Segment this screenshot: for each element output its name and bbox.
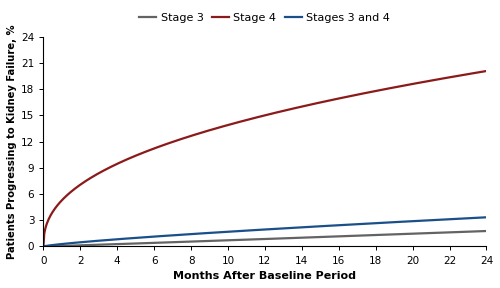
Stage 4: [251, 116, 257, 120]
Stage 3: [254, 238, 260, 241]
Line: Stage 3: Stage 3: [44, 231, 486, 247]
Y-axis label: Patients Progressing to Kidney Failure, %: Patients Progressing to Kidney Failure, …: [7, 24, 17, 259]
Stage 3: [404, 232, 409, 236]
Stage 4: [40, 245, 46, 248]
Stages 3 and 4: [254, 228, 260, 232]
Stage 3: [40, 245, 46, 248]
Stage 4: [280, 109, 286, 113]
Stage 3: [251, 238, 257, 241]
Stage 3: [280, 237, 286, 240]
Stages 3 and 4: [280, 227, 286, 230]
Stage 4: [484, 69, 490, 73]
Stages 3 and 4: [304, 225, 310, 229]
Stages 3 and 4: [40, 245, 46, 248]
Legend: Stage 3, Stage 4, Stages 3 and 4: Stage 3, Stage 4, Stages 3 and 4: [135, 9, 395, 28]
Stage 3: [473, 230, 479, 233]
Stage 4: [473, 71, 479, 75]
Stages 3 and 4: [473, 216, 479, 219]
Stage 4: [404, 83, 409, 87]
Stages 3 and 4: [484, 216, 490, 219]
Stages 3 and 4: [404, 220, 409, 223]
Stage 4: [254, 116, 260, 119]
Stage 3: [304, 236, 310, 239]
Stage 3: [484, 229, 490, 233]
Stages 3 and 4: [251, 228, 257, 232]
X-axis label: Months After Baseline Period: Months After Baseline Period: [174, 271, 356, 281]
Line: Stages 3 and 4: Stages 3 and 4: [44, 217, 486, 247]
Stage 4: [304, 104, 310, 107]
Line: Stage 4: Stage 4: [44, 71, 486, 247]
